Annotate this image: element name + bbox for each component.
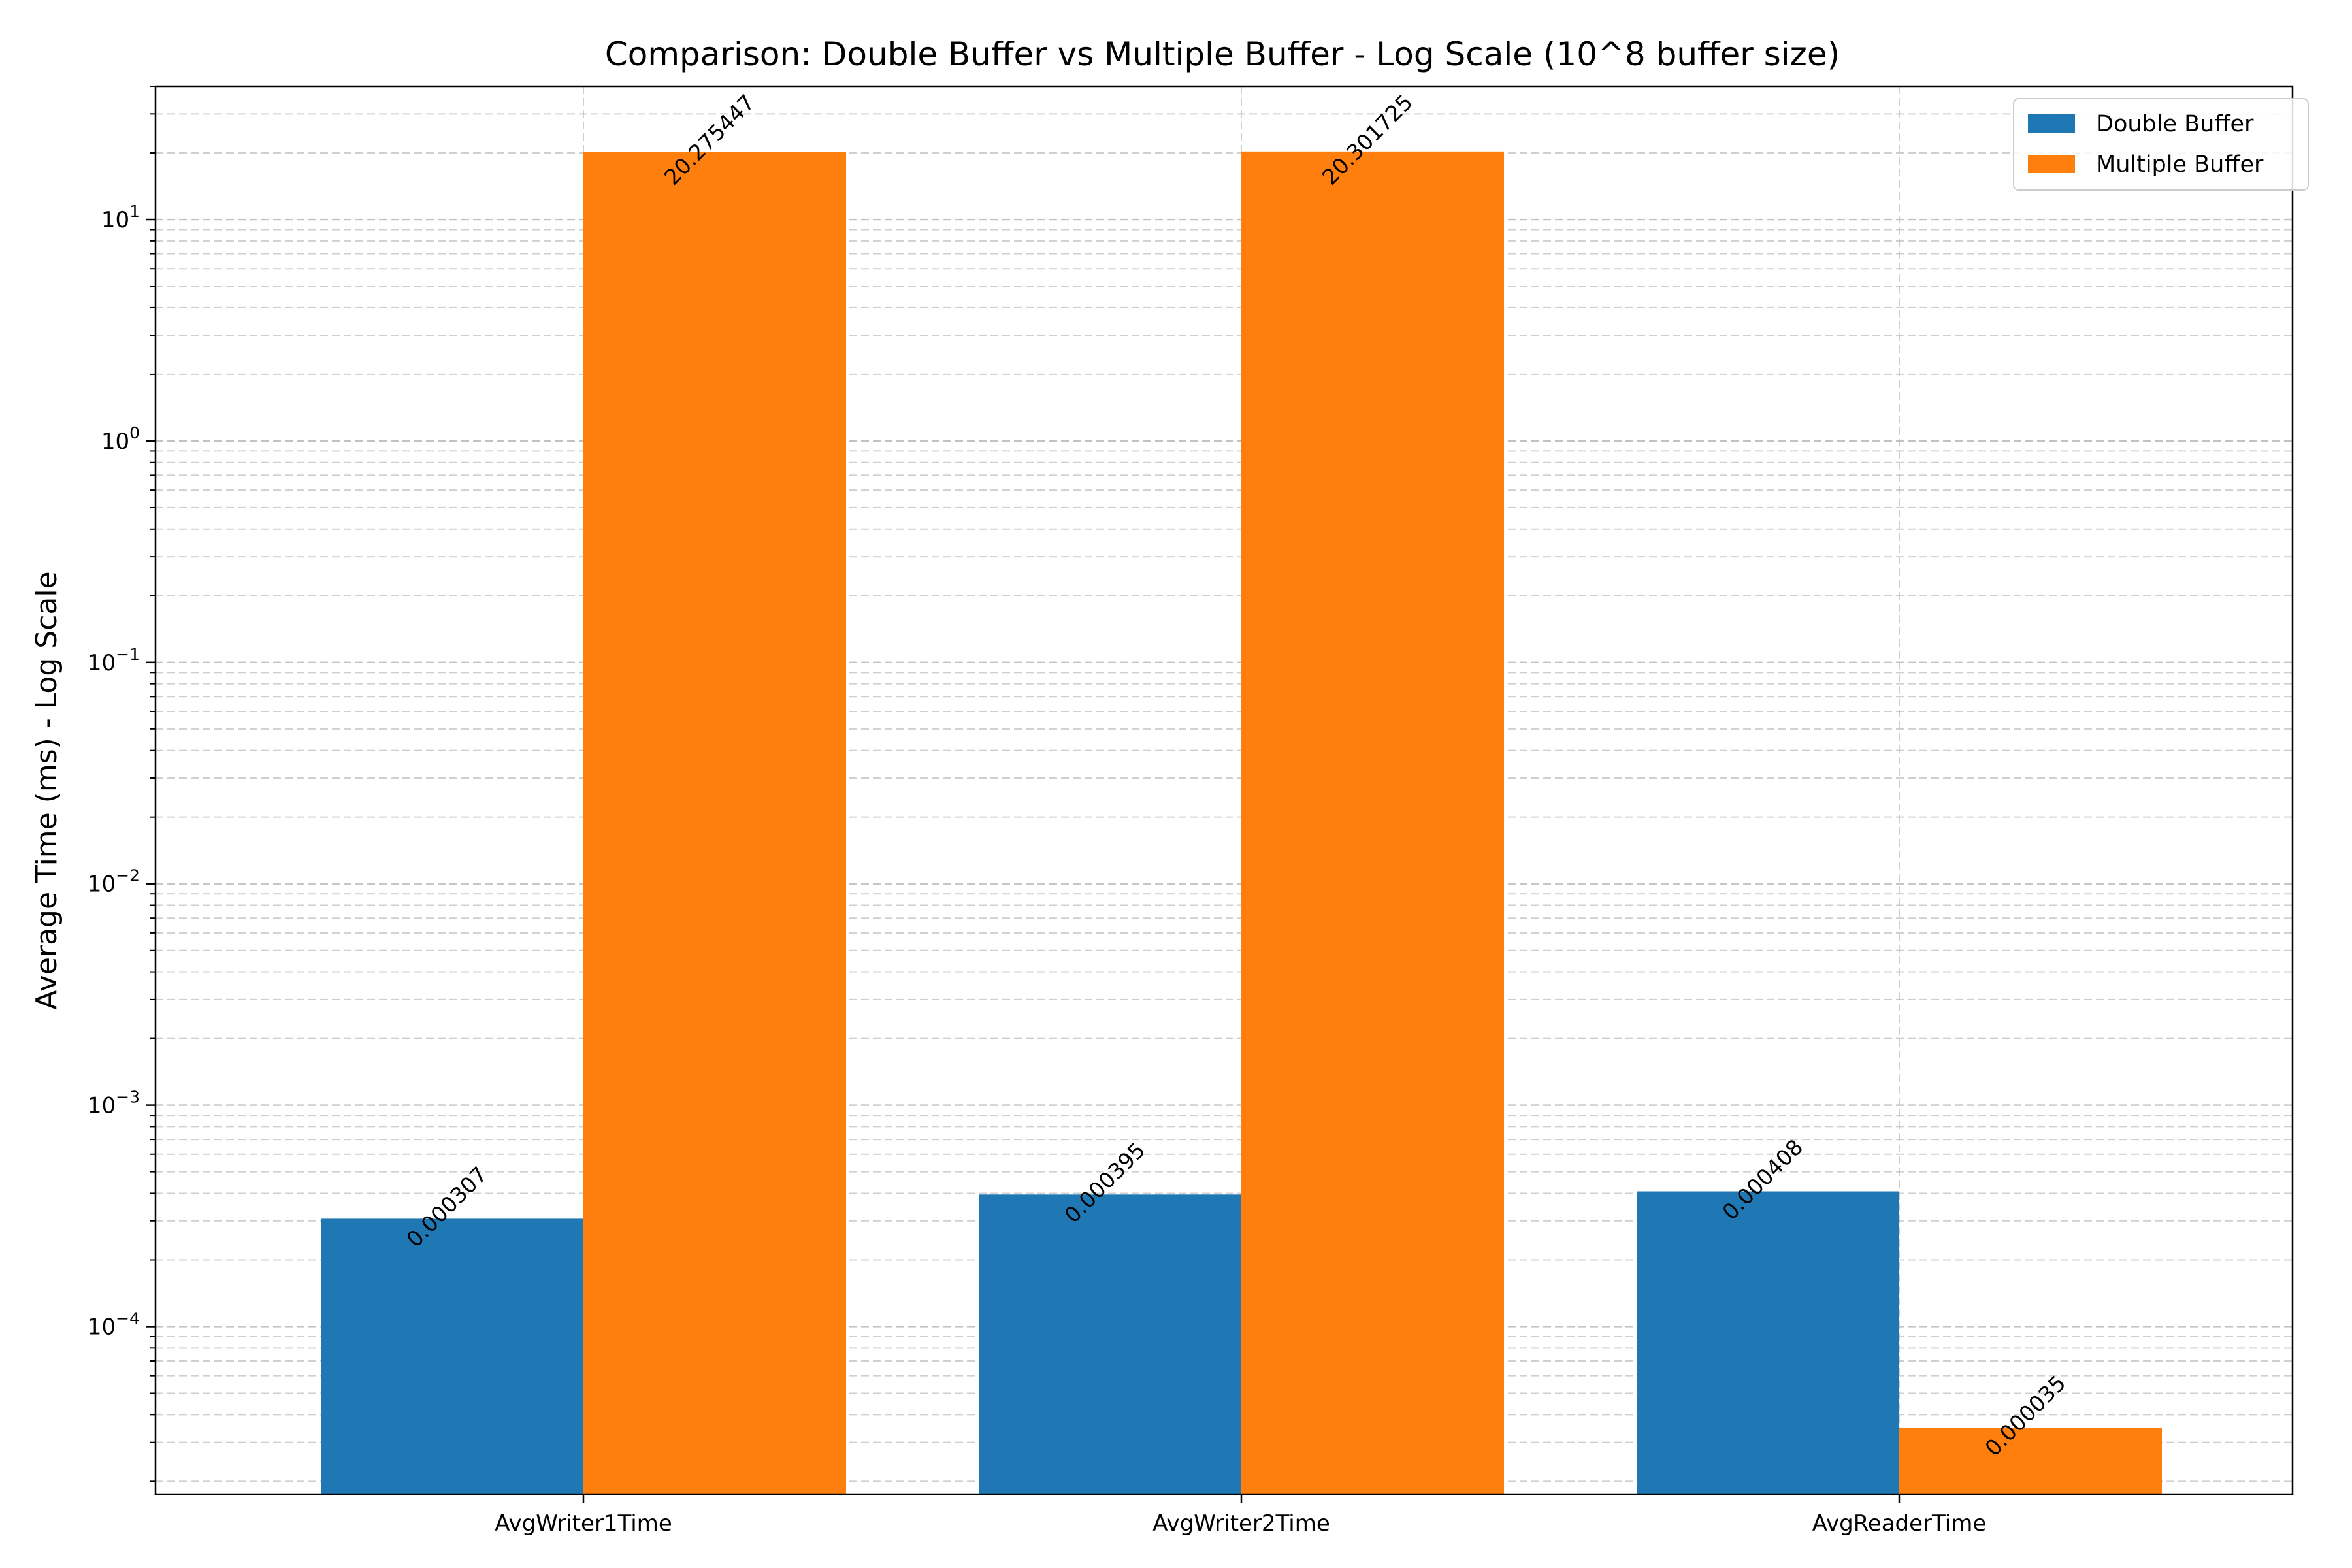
legend: Double Buffer Multiple Buffer [2013,98,2309,191]
bar-double-buffer-avgwriter1time [321,1218,583,1494]
axes-frame [154,85,2294,1495]
x-tick-label: AvgWriter1Time [495,1511,672,1537]
chart-title: Comparison: Double Buffer vs Multiple Bu… [605,35,1840,73]
y-tick-label: 10−3 [88,1088,140,1119]
y-tick-label: 100 [101,423,140,455]
y-tick-label: 101 [101,202,140,233]
legend-entry-label: Double Buffer [2096,111,2254,137]
y-tick-label: 10−2 [88,866,140,898]
bar-double-buffer-avgreadertime [1637,1191,1899,1494]
legend-swatch [2028,155,2075,173]
bar-multiple-buffer-avgwriter2time [1241,151,1504,1495]
ticks: 10−4 10−3 10−2 10−1 100 101 AvgWriter1Time AvgW… [88,86,1986,1537]
legend-box [2013,98,2309,191]
y-axis-label: Average Time (ms) - Log Scale [30,571,63,1009]
bar-multiple-buffer-avgreadertime [1899,1427,2162,1494]
x-tick-label: AvgReaderTime [1812,1511,1987,1537]
legend-swatch [2028,114,2075,133]
bar-double-buffer-avgwriter2time [979,1194,1241,1494]
y-tick-label: 10−4 [88,1309,140,1340]
legend-entry-label: Multiple Buffer [2096,152,2264,178]
bar-multiple-buffer-avgwriter1time [583,152,846,1495]
x-tick-label: AvgWriter2Time [1152,1511,1330,1537]
y-tick-label: 10−1 [88,645,140,676]
plot-frame [154,85,2294,1495]
bars [321,151,2162,1495]
